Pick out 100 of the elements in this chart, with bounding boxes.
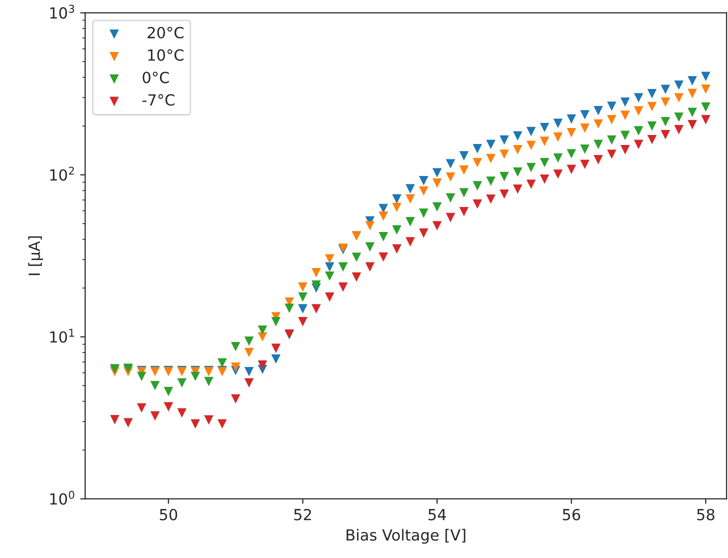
point — [660, 116, 670, 126]
point — [701, 72, 710, 82]
point — [164, 402, 174, 412]
point — [298, 317, 308, 326]
point — [486, 194, 496, 204]
point — [392, 194, 402, 204]
point — [244, 336, 254, 346]
point — [540, 136, 550, 146]
point — [526, 126, 536, 136]
point — [406, 237, 415, 246]
point — [204, 376, 214, 386]
point — [406, 184, 415, 194]
point — [406, 194, 415, 204]
point — [204, 415, 214, 425]
point — [674, 112, 684, 122]
point — [136, 372, 146, 382]
point — [324, 292, 334, 302]
point — [688, 108, 697, 118]
point — [150, 380, 160, 390]
point — [594, 119, 603, 129]
point — [472, 199, 482, 209]
point — [620, 97, 630, 107]
point — [446, 193, 456, 203]
point — [432, 168, 442, 178]
point — [580, 160, 590, 170]
point — [432, 202, 442, 212]
point — [540, 122, 550, 132]
point — [513, 131, 522, 141]
point — [258, 332, 268, 342]
point — [660, 84, 670, 94]
point — [647, 121, 657, 131]
x-axis-title: Bias Voltage [V] — [346, 528, 466, 544]
point — [607, 102, 616, 111]
point — [230, 394, 240, 404]
point — [500, 150, 509, 159]
point — [634, 140, 644, 150]
point — [218, 419, 227, 429]
legend-label: -7°C — [142, 94, 174, 106]
point — [566, 164, 576, 174]
point — [500, 135, 509, 145]
point — [594, 106, 603, 116]
x-tick-label: 52 — [294, 508, 311, 520]
point — [365, 221, 375, 230]
point — [244, 378, 254, 388]
point — [688, 76, 697, 86]
point — [190, 372, 200, 382]
y-tick-label: 10$^{3}$ — [50, 4, 74, 19]
point — [324, 262, 334, 272]
point — [365, 262, 375, 272]
point — [312, 304, 321, 314]
point — [513, 167, 522, 177]
point — [647, 89, 657, 98]
point — [177, 378, 187, 388]
point — [472, 181, 482, 190]
x-tick-label: 50 — [160, 508, 178, 520]
point — [688, 120, 697, 130]
point — [486, 140, 496, 150]
point — [647, 102, 657, 112]
x-tick-label: 56 — [562, 508, 580, 520]
point — [688, 88, 697, 98]
point — [526, 180, 536, 189]
point — [190, 419, 200, 429]
point — [312, 268, 321, 278]
point — [500, 172, 509, 182]
point — [500, 189, 509, 199]
point — [607, 115, 616, 124]
point — [553, 169, 563, 179]
point — [472, 158, 482, 168]
point — [446, 212, 456, 222]
point — [271, 317, 281, 326]
point — [378, 232, 388, 242]
point — [634, 93, 644, 102]
point — [553, 132, 563, 142]
point — [150, 411, 160, 421]
point — [432, 221, 442, 230]
point — [392, 244, 402, 254]
point — [634, 126, 644, 136]
point — [472, 144, 482, 154]
point — [271, 354, 281, 364]
point — [580, 110, 590, 120]
point — [271, 344, 281, 353]
point — [701, 115, 710, 124]
point — [244, 366, 254, 376]
point — [258, 360, 268, 370]
point — [298, 292, 308, 302]
point — [378, 252, 388, 262]
point — [526, 140, 536, 150]
point — [258, 325, 268, 335]
point — [674, 93, 684, 102]
point — [674, 80, 684, 90]
point — [446, 159, 456, 168]
legend-label: 10°C — [148, 49, 184, 61]
point — [459, 165, 469, 175]
x-tick-label: 54 — [428, 509, 446, 520]
legend-label: 20°C — [148, 26, 184, 38]
y-tick-label: 10$^{0}$ — [50, 490, 74, 505]
point — [419, 186, 428, 196]
point — [110, 415, 120, 424]
point — [620, 145, 630, 154]
point — [352, 252, 362, 262]
